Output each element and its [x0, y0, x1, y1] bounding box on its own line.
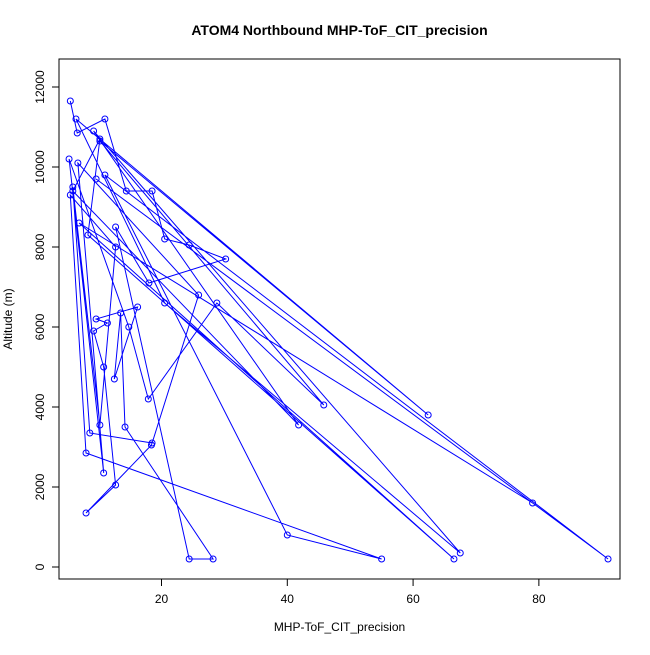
data-point: [456, 549, 464, 557]
y-tick-label: 10000: [33, 150, 47, 184]
data-point: [112, 243, 120, 251]
y-tick-label: 8000: [33, 233, 47, 260]
data-point: [66, 191, 74, 199]
data-point: [295, 421, 303, 429]
data-point: [96, 137, 104, 145]
x-tick-label: 40: [281, 592, 295, 606]
data-point: [66, 97, 74, 105]
data-point: [69, 183, 77, 191]
data-point: [144, 395, 152, 403]
x-tick-label: 80: [532, 592, 546, 606]
data-point: [145, 279, 153, 287]
data-point: [604, 555, 612, 563]
x-tick-label: 20: [155, 592, 169, 606]
data-point: [161, 235, 169, 243]
data-point: [213, 299, 221, 307]
y-tick-label: 0: [33, 563, 47, 570]
data-point: [148, 439, 156, 447]
data-point: [161, 299, 169, 307]
data-point: [222, 255, 230, 263]
data-point: [100, 469, 108, 477]
data-point: [84, 231, 92, 239]
data-point: [283, 531, 291, 539]
data-point: [100, 363, 108, 371]
plot-frame: [58, 58, 621, 580]
data-point: [121, 423, 129, 431]
data-point: [96, 135, 104, 143]
data-point: [101, 171, 109, 179]
y-tick-label: 4000: [33, 393, 47, 420]
series-line-group: [68, 100, 609, 560]
chart-title: ATOM4 Northbound MHP-ToF_CIT_precision: [191, 22, 487, 38]
data-point: [92, 315, 100, 323]
series-point-group: [65, 97, 612, 563]
data-point: [122, 187, 130, 195]
y-tick-label: 2000: [33, 473, 47, 500]
data-point: [90, 127, 98, 135]
data-point: [101, 115, 109, 123]
data-point: [148, 187, 156, 195]
data-point: [185, 555, 193, 563]
series-line: [68, 100, 609, 560]
data-point: [320, 401, 328, 409]
data-point: [424, 411, 432, 419]
data-point: [110, 375, 118, 383]
data-point: [112, 223, 120, 231]
x-axis: 20 40 60 80: [155, 578, 546, 606]
data-point: [90, 327, 98, 335]
data-point: [96, 421, 104, 429]
y-axis-label: Altitude (m): [1, 288, 15, 349]
data-point: [86, 429, 94, 437]
data-point: [73, 129, 81, 137]
data-point: [74, 159, 82, 167]
y-tick-label: 6000: [33, 313, 47, 340]
data-point: [112, 481, 120, 489]
data-point: [185, 241, 193, 249]
data-point: [529, 499, 537, 507]
data-point: [72, 115, 80, 123]
data-point: [125, 323, 133, 331]
data-point: [65, 155, 73, 163]
data-point: [195, 291, 203, 299]
y-tick-label: 12000: [33, 70, 47, 104]
data-point: [209, 555, 217, 563]
y-axis: 0 2000 4000 6000 8000 10000 12000: [33, 70, 60, 570]
data-point: [92, 175, 100, 183]
data-point: [75, 219, 83, 227]
data-point: [378, 555, 386, 563]
x-tick-label: 60: [406, 592, 420, 606]
data-point: [103, 319, 111, 327]
data-point: [82, 509, 90, 517]
x-axis-label: MHP-ToF_CIT_precision: [274, 620, 405, 634]
data-point: [82, 449, 90, 457]
data-point: [117, 309, 125, 317]
data-point: [450, 555, 458, 563]
data-point: [134, 303, 142, 311]
